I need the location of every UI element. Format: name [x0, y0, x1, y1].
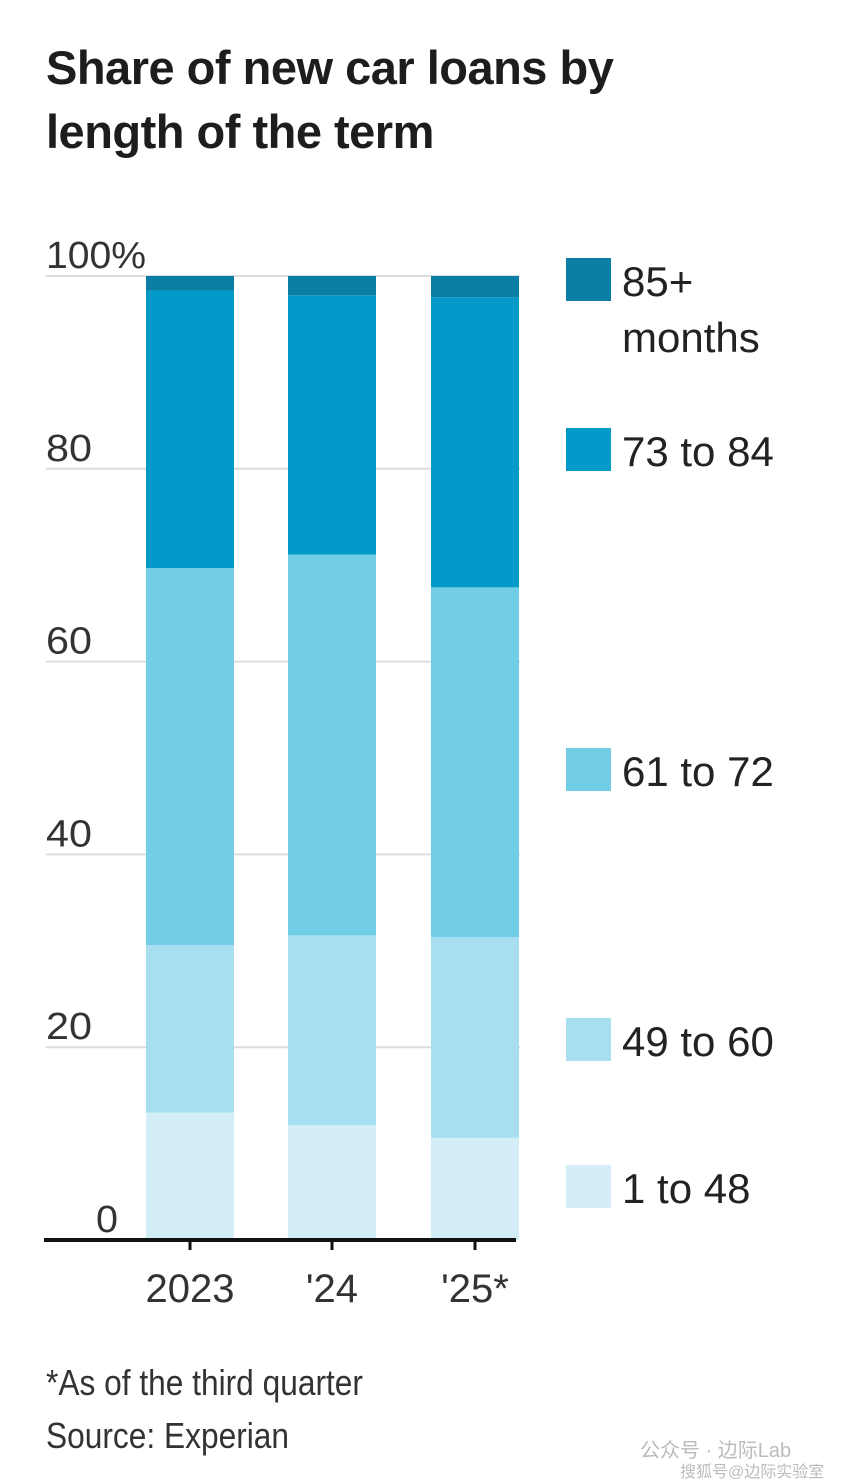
bar-segment	[431, 297, 519, 588]
bar-segment	[146, 568, 234, 946]
bar-segment	[288, 295, 376, 555]
watermark: 公众号 · 边际Lab	[640, 1440, 792, 1462]
bar-segment	[431, 937, 519, 1138]
y-tick-label: 0	[96, 1199, 118, 1241]
chart-title: Share of new car loans by length of the …	[46, 41, 614, 158]
source-note: Source: Experian	[46, 1415, 290, 1456]
bar-segment	[288, 935, 376, 1126]
y-tick-label: 80	[46, 428, 92, 470]
legend-swatch	[566, 1165, 611, 1208]
legend-swatch	[566, 258, 611, 301]
bar-segment	[146, 1112, 234, 1240]
bar-segment	[288, 554, 376, 936]
y-tick-label: 20	[46, 1006, 92, 1048]
watermark: 搜狐号@边际实验室	[680, 1464, 825, 1481]
x-tick-label: 2023	[146, 1267, 235, 1311]
legend-label: 49 to 60	[622, 1018, 774, 1065]
legend-label: 73 to 84	[622, 428, 774, 475]
bar-segment	[431, 1137, 519, 1240]
y-tick-label: 100%	[46, 235, 146, 277]
bar-segment	[431, 587, 519, 938]
legend-label: 85+	[622, 258, 693, 305]
bar-segment	[146, 290, 234, 569]
legend-swatch	[566, 428, 611, 471]
x-tick-label: '24	[306, 1267, 358, 1311]
bar-segment	[288, 1125, 376, 1240]
x-tick-label: '25*	[441, 1267, 509, 1311]
y-tick-label: 40	[46, 813, 92, 855]
legend-label: months	[622, 314, 760, 361]
legend-swatch	[566, 1018, 611, 1061]
bar-segment	[288, 276, 376, 296]
bar-segment	[431, 276, 519, 298]
bar-segment	[146, 276, 234, 291]
legend-swatch	[566, 748, 611, 791]
legend-label: 61 to 72	[622, 748, 774, 795]
footnote: *As of the third quarter	[46, 1362, 363, 1403]
bar-segment	[146, 945, 234, 1113]
y-tick-label: 60	[46, 621, 92, 663]
legend-label: 1 to 48	[622, 1165, 750, 1212]
